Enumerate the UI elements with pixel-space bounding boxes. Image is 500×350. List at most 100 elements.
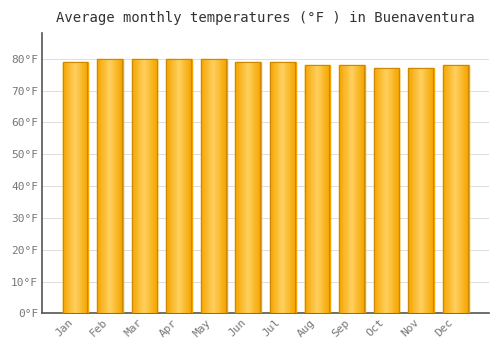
Bar xyxy=(276,62,277,313)
Bar xyxy=(80,62,82,313)
Bar xyxy=(73,62,74,313)
Bar xyxy=(354,65,356,313)
Bar xyxy=(304,65,306,313)
Bar xyxy=(110,59,111,313)
Bar xyxy=(295,62,296,313)
Bar xyxy=(312,65,313,313)
Bar xyxy=(97,59,122,313)
Bar xyxy=(166,59,167,313)
Bar xyxy=(201,59,226,313)
Bar xyxy=(211,59,212,313)
Bar xyxy=(188,59,190,313)
Bar xyxy=(205,59,206,313)
Bar xyxy=(422,68,423,313)
Bar xyxy=(362,65,363,313)
Bar xyxy=(136,59,137,313)
Bar xyxy=(260,62,261,313)
Bar xyxy=(322,65,324,313)
Bar xyxy=(398,68,400,313)
Bar xyxy=(82,62,83,313)
Bar xyxy=(287,62,288,313)
Bar xyxy=(344,65,345,313)
Bar xyxy=(62,62,88,313)
Bar xyxy=(278,62,280,313)
Bar xyxy=(210,59,211,313)
Bar xyxy=(466,65,467,313)
Bar xyxy=(168,59,169,313)
Bar xyxy=(111,59,112,313)
Bar xyxy=(78,62,79,313)
Bar xyxy=(185,59,186,313)
Bar xyxy=(320,65,321,313)
Bar xyxy=(345,65,346,313)
Bar xyxy=(418,68,420,313)
Bar xyxy=(411,68,412,313)
Bar xyxy=(137,59,138,313)
Bar xyxy=(385,68,386,313)
Bar xyxy=(190,59,191,313)
Bar xyxy=(117,59,118,313)
Bar xyxy=(383,68,384,313)
Bar xyxy=(363,65,364,313)
Bar xyxy=(140,59,141,313)
Bar xyxy=(454,65,455,313)
Bar xyxy=(72,62,73,313)
Bar xyxy=(115,59,116,313)
Bar xyxy=(408,68,409,313)
Bar xyxy=(105,59,106,313)
Bar xyxy=(135,59,136,313)
Bar xyxy=(324,65,325,313)
Bar xyxy=(182,59,184,313)
Bar xyxy=(458,65,459,313)
Bar xyxy=(358,65,359,313)
Bar xyxy=(118,59,120,313)
Bar xyxy=(186,59,187,313)
Bar xyxy=(141,59,142,313)
Bar xyxy=(353,65,354,313)
Bar xyxy=(138,59,140,313)
Bar xyxy=(415,68,416,313)
Bar xyxy=(459,65,460,313)
Bar xyxy=(408,68,433,313)
Bar xyxy=(149,59,150,313)
Bar xyxy=(62,62,88,313)
Bar xyxy=(181,59,182,313)
Bar xyxy=(382,68,383,313)
Bar xyxy=(396,68,397,313)
Bar xyxy=(74,62,76,313)
Bar xyxy=(172,59,173,313)
Bar xyxy=(410,68,411,313)
Bar xyxy=(64,62,65,313)
Bar xyxy=(309,65,310,313)
Bar xyxy=(143,59,144,313)
Bar xyxy=(243,62,244,313)
Bar xyxy=(467,65,468,313)
Bar xyxy=(132,59,156,313)
Bar xyxy=(179,59,180,313)
Bar xyxy=(239,62,240,313)
Bar xyxy=(294,62,295,313)
Bar xyxy=(103,59,104,313)
Bar xyxy=(339,65,340,313)
Bar xyxy=(244,62,245,313)
Bar xyxy=(144,59,146,313)
Bar xyxy=(176,59,178,313)
Bar xyxy=(167,59,168,313)
Bar xyxy=(65,62,66,313)
Bar xyxy=(116,59,117,313)
Bar xyxy=(99,59,100,313)
Bar xyxy=(348,65,350,313)
Bar xyxy=(356,65,357,313)
Bar xyxy=(97,59,98,313)
Bar xyxy=(277,62,278,313)
Bar xyxy=(222,59,223,313)
Bar xyxy=(256,62,257,313)
Bar xyxy=(79,62,80,313)
Bar xyxy=(175,59,176,313)
Bar xyxy=(288,62,289,313)
Bar xyxy=(281,62,282,313)
Bar xyxy=(236,62,237,313)
Bar xyxy=(252,62,254,313)
Bar xyxy=(147,59,148,313)
Bar xyxy=(97,59,122,313)
